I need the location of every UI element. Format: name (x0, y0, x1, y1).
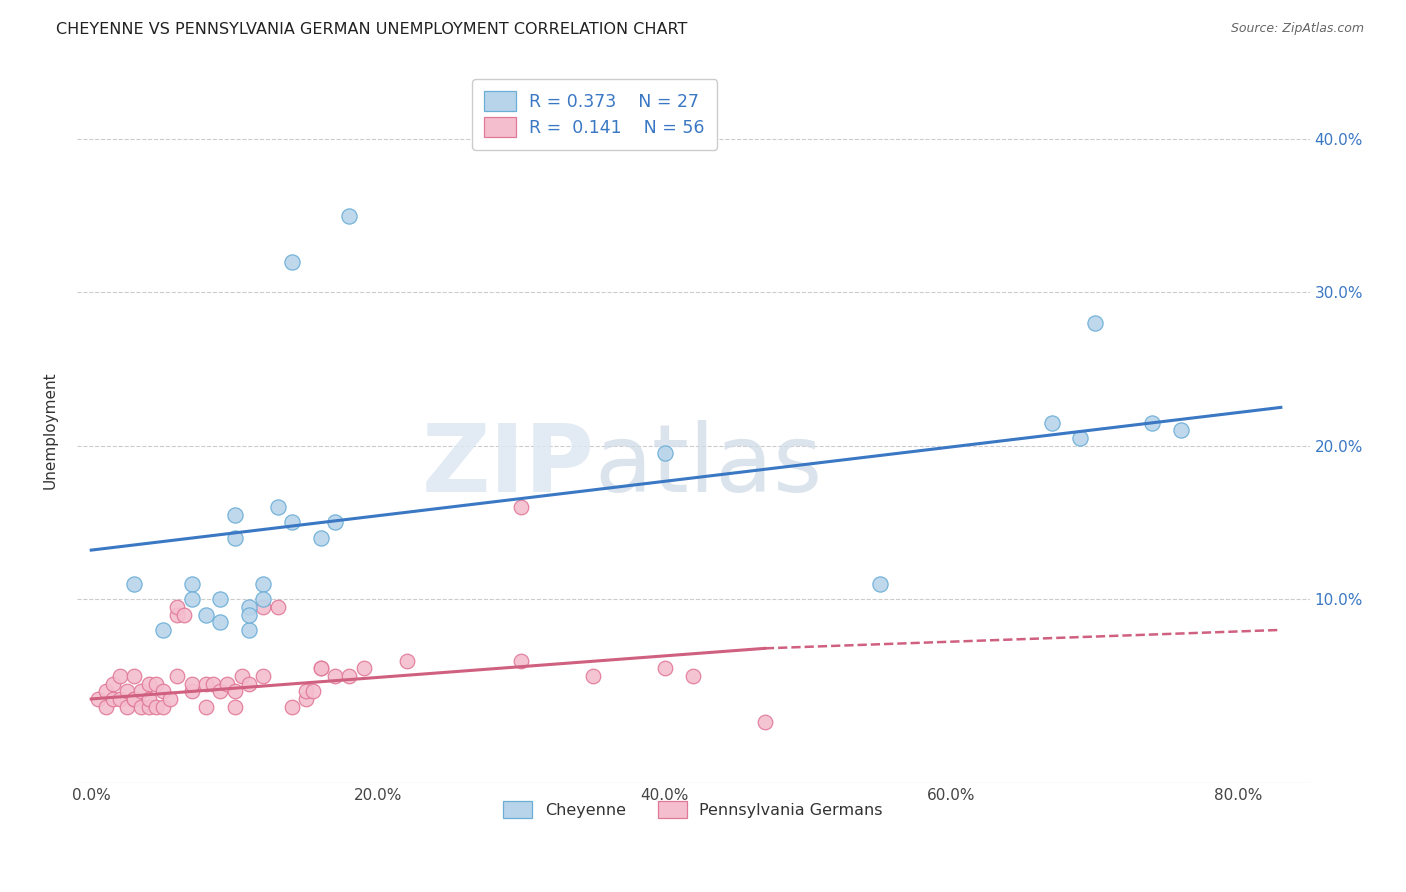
Y-axis label: Unemployment: Unemployment (44, 372, 58, 489)
Point (209, 592, 232, 607)
Point (1040, 416, 1063, 430)
Point (1083, 316, 1105, 330)
Point (145, 676, 167, 690)
Point (238, 599, 260, 614)
Point (173, 607, 195, 622)
Point (194, 699, 217, 714)
Point (252, 592, 274, 607)
Point (238, 623, 260, 637)
Point (122, 669, 145, 683)
Point (238, 676, 260, 690)
Point (337, 669, 360, 683)
Point (510, 500, 533, 515)
Point (131, 684, 153, 698)
Point (145, 699, 167, 714)
Point (238, 607, 260, 622)
Point (94, 699, 117, 714)
Point (281, 254, 304, 268)
Point (166, 607, 188, 622)
Point (209, 615, 232, 630)
Point (1140, 416, 1163, 430)
Point (224, 684, 246, 698)
Point (224, 699, 246, 714)
Point (323, 669, 346, 683)
Point (309, 661, 332, 675)
Point (654, 661, 676, 675)
Point (682, 669, 704, 683)
Point (295, 684, 318, 698)
Text: CHEYENNE VS PENNSYLVANIA GERMAN UNEMPLOYMENT CORRELATION CHART: CHEYENNE VS PENNSYLVANIA GERMAN UNEMPLOY… (56, 22, 688, 37)
Point (869, 577, 891, 591)
Point (295, 692, 318, 706)
Point (252, 669, 274, 683)
Point (353, 661, 375, 675)
Point (231, 669, 253, 683)
Point (1170, 424, 1192, 438)
Point (309, 661, 332, 675)
Point (395, 654, 418, 668)
Point (101, 676, 124, 690)
Point (115, 699, 138, 714)
Point (138, 692, 160, 706)
Point (302, 684, 325, 698)
Point (217, 676, 239, 690)
Text: atlas: atlas (595, 420, 823, 512)
Text: ZIP: ZIP (422, 420, 595, 512)
Point (337, 209, 360, 223)
Point (166, 669, 188, 683)
Point (180, 676, 202, 690)
Legend: Cheyenne, Pennsylvania Germans: Cheyenne, Pennsylvania Germans (498, 795, 890, 825)
Point (281, 516, 304, 530)
Point (180, 577, 202, 591)
Point (1069, 431, 1091, 445)
Point (209, 684, 232, 698)
Point (108, 692, 131, 706)
Point (266, 599, 288, 614)
Point (281, 699, 304, 714)
Point (152, 699, 174, 714)
Point (754, 714, 776, 729)
Point (180, 592, 202, 607)
Point (138, 699, 160, 714)
Point (323, 516, 346, 530)
Point (166, 599, 188, 614)
Point (101, 692, 124, 706)
Point (654, 446, 676, 460)
Point (194, 607, 217, 622)
Point (115, 684, 138, 698)
Point (122, 692, 145, 706)
Point (224, 508, 246, 522)
Point (194, 676, 217, 690)
Point (131, 699, 153, 714)
Point (108, 669, 131, 683)
Point (266, 500, 288, 515)
Point (582, 669, 605, 683)
Point (159, 692, 181, 706)
Point (224, 531, 246, 545)
Point (87, 692, 110, 706)
Point (180, 684, 202, 698)
Point (94, 684, 117, 698)
Point (510, 654, 533, 668)
Point (252, 577, 274, 591)
Point (152, 684, 174, 698)
Point (152, 623, 174, 637)
Point (138, 676, 160, 690)
Point (122, 577, 145, 591)
Point (202, 676, 225, 690)
Point (122, 692, 145, 706)
Point (309, 531, 332, 545)
Text: Source: ZipAtlas.com: Source: ZipAtlas.com (1230, 22, 1364, 36)
Point (252, 599, 274, 614)
